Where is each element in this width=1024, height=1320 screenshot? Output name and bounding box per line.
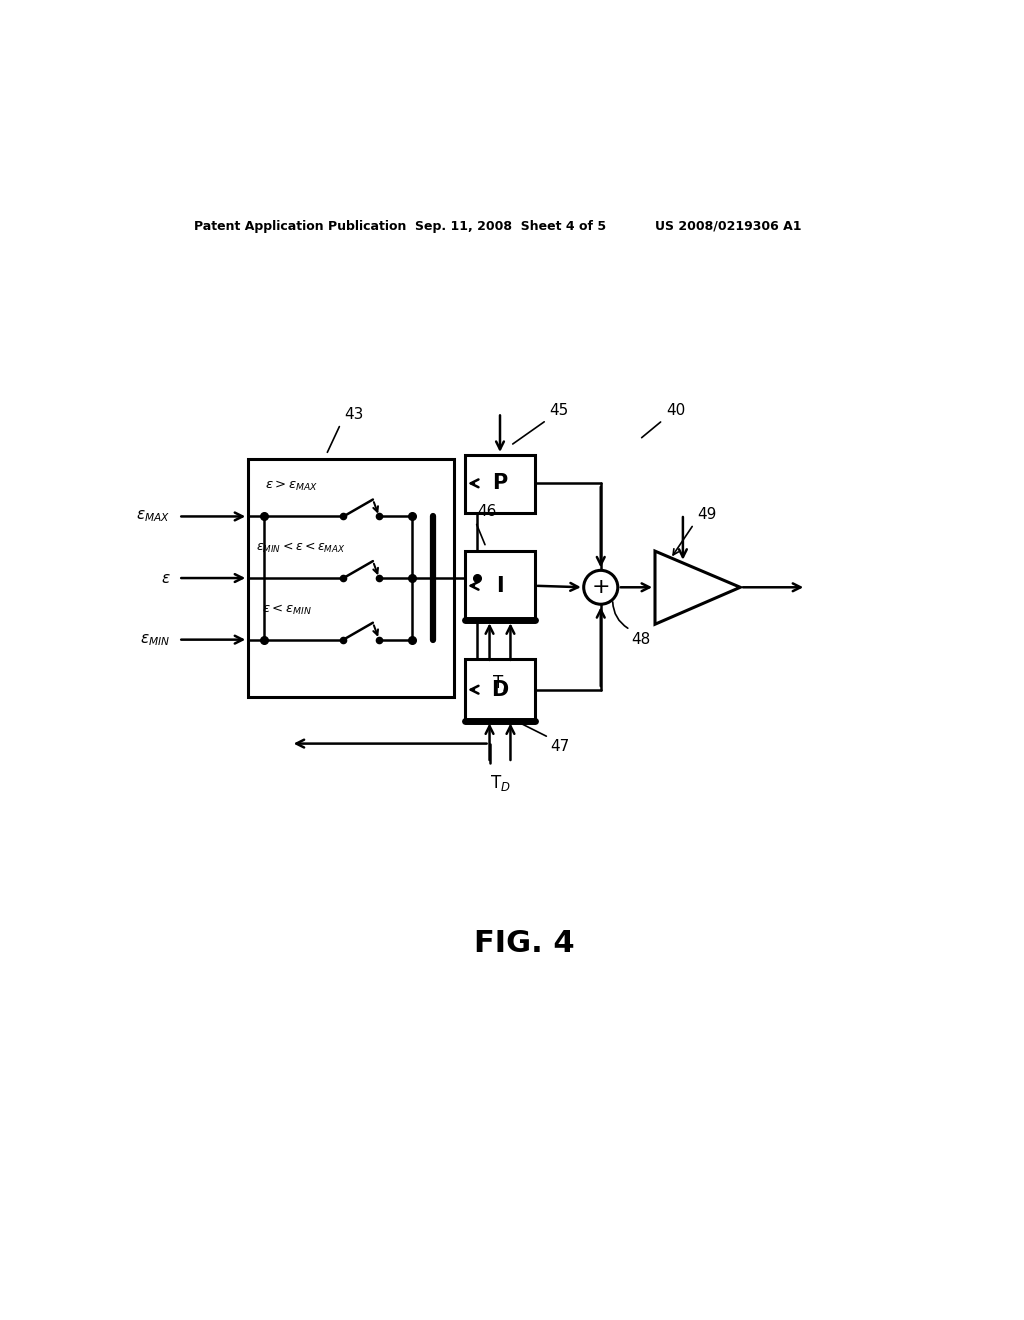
Text: $\varepsilon>\varepsilon_{MAX}$: $\varepsilon>\varepsilon_{MAX}$ xyxy=(265,479,318,494)
Text: +: + xyxy=(592,577,610,597)
Text: 47: 47 xyxy=(550,739,569,754)
Text: T$_I$: T$_I$ xyxy=(493,673,508,693)
Text: 49: 49 xyxy=(697,507,717,521)
Text: Patent Application Publication: Patent Application Publication xyxy=(194,219,407,232)
Bar xyxy=(248,459,454,697)
Text: FIG. 4: FIG. 4 xyxy=(474,929,575,958)
Text: T$_D$: T$_D$ xyxy=(489,774,510,793)
Bar xyxy=(465,455,535,512)
Text: P: P xyxy=(493,474,508,494)
Text: $\varepsilon$: $\varepsilon$ xyxy=(161,570,171,586)
Bar xyxy=(465,659,535,721)
Text: $\varepsilon<\varepsilon_{MIN}$: $\varepsilon<\varepsilon_{MIN}$ xyxy=(262,602,312,616)
Text: $\varepsilon_{MIN}<\varepsilon<\varepsilon_{MAX}$: $\varepsilon_{MIN}<\varepsilon<\varepsil… xyxy=(256,541,345,554)
Text: 48: 48 xyxy=(632,632,651,647)
Text: Sep. 11, 2008  Sheet 4 of 5: Sep. 11, 2008 Sheet 4 of 5 xyxy=(415,219,606,232)
Text: $\varepsilon_{MIN}$: $\varepsilon_{MIN}$ xyxy=(140,632,171,648)
Bar xyxy=(465,552,535,620)
Text: I: I xyxy=(497,576,504,595)
Text: $\varepsilon_{MAX}$: $\varepsilon_{MAX}$ xyxy=(136,508,171,524)
Text: 43: 43 xyxy=(345,407,364,422)
Text: 46: 46 xyxy=(477,504,497,519)
Text: 45: 45 xyxy=(549,403,568,418)
Text: D: D xyxy=(492,680,509,700)
Circle shape xyxy=(584,570,617,605)
Text: US 2008/0219306 A1: US 2008/0219306 A1 xyxy=(655,219,802,232)
Text: 40: 40 xyxy=(667,403,686,418)
